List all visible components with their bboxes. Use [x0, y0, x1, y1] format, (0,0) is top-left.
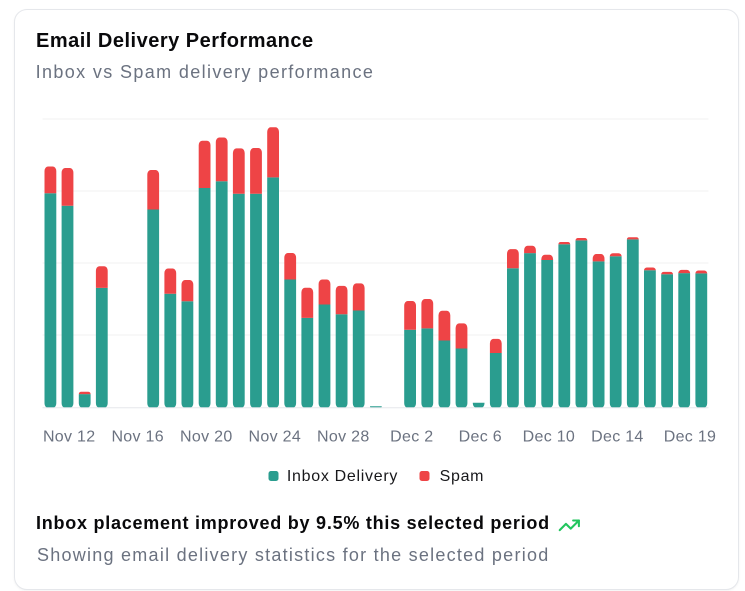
svg-text:Dec 10: Dec 10	[523, 429, 576, 446]
svg-text:Nov 16: Nov 16	[111, 429, 164, 446]
svg-text:Spam: Spam	[440, 468, 485, 485]
svg-text:Inbox Delivery: Inbox Delivery	[287, 468, 398, 485]
svg-text:Nov 20: Nov 20	[180, 429, 233, 446]
svg-text:Nov 24: Nov 24	[249, 429, 302, 446]
svg-text:Nov 12: Nov 12	[43, 429, 96, 446]
svg-text:Dec 6: Dec 6	[459, 429, 502, 446]
svg-text:Dec 2: Dec 2	[390, 429, 433, 446]
svg-text:Dec 19: Dec 19	[664, 429, 717, 446]
svg-text:Nov 28: Nov 28	[317, 429, 370, 446]
svg-text:Dec 14: Dec 14	[591, 429, 644, 446]
